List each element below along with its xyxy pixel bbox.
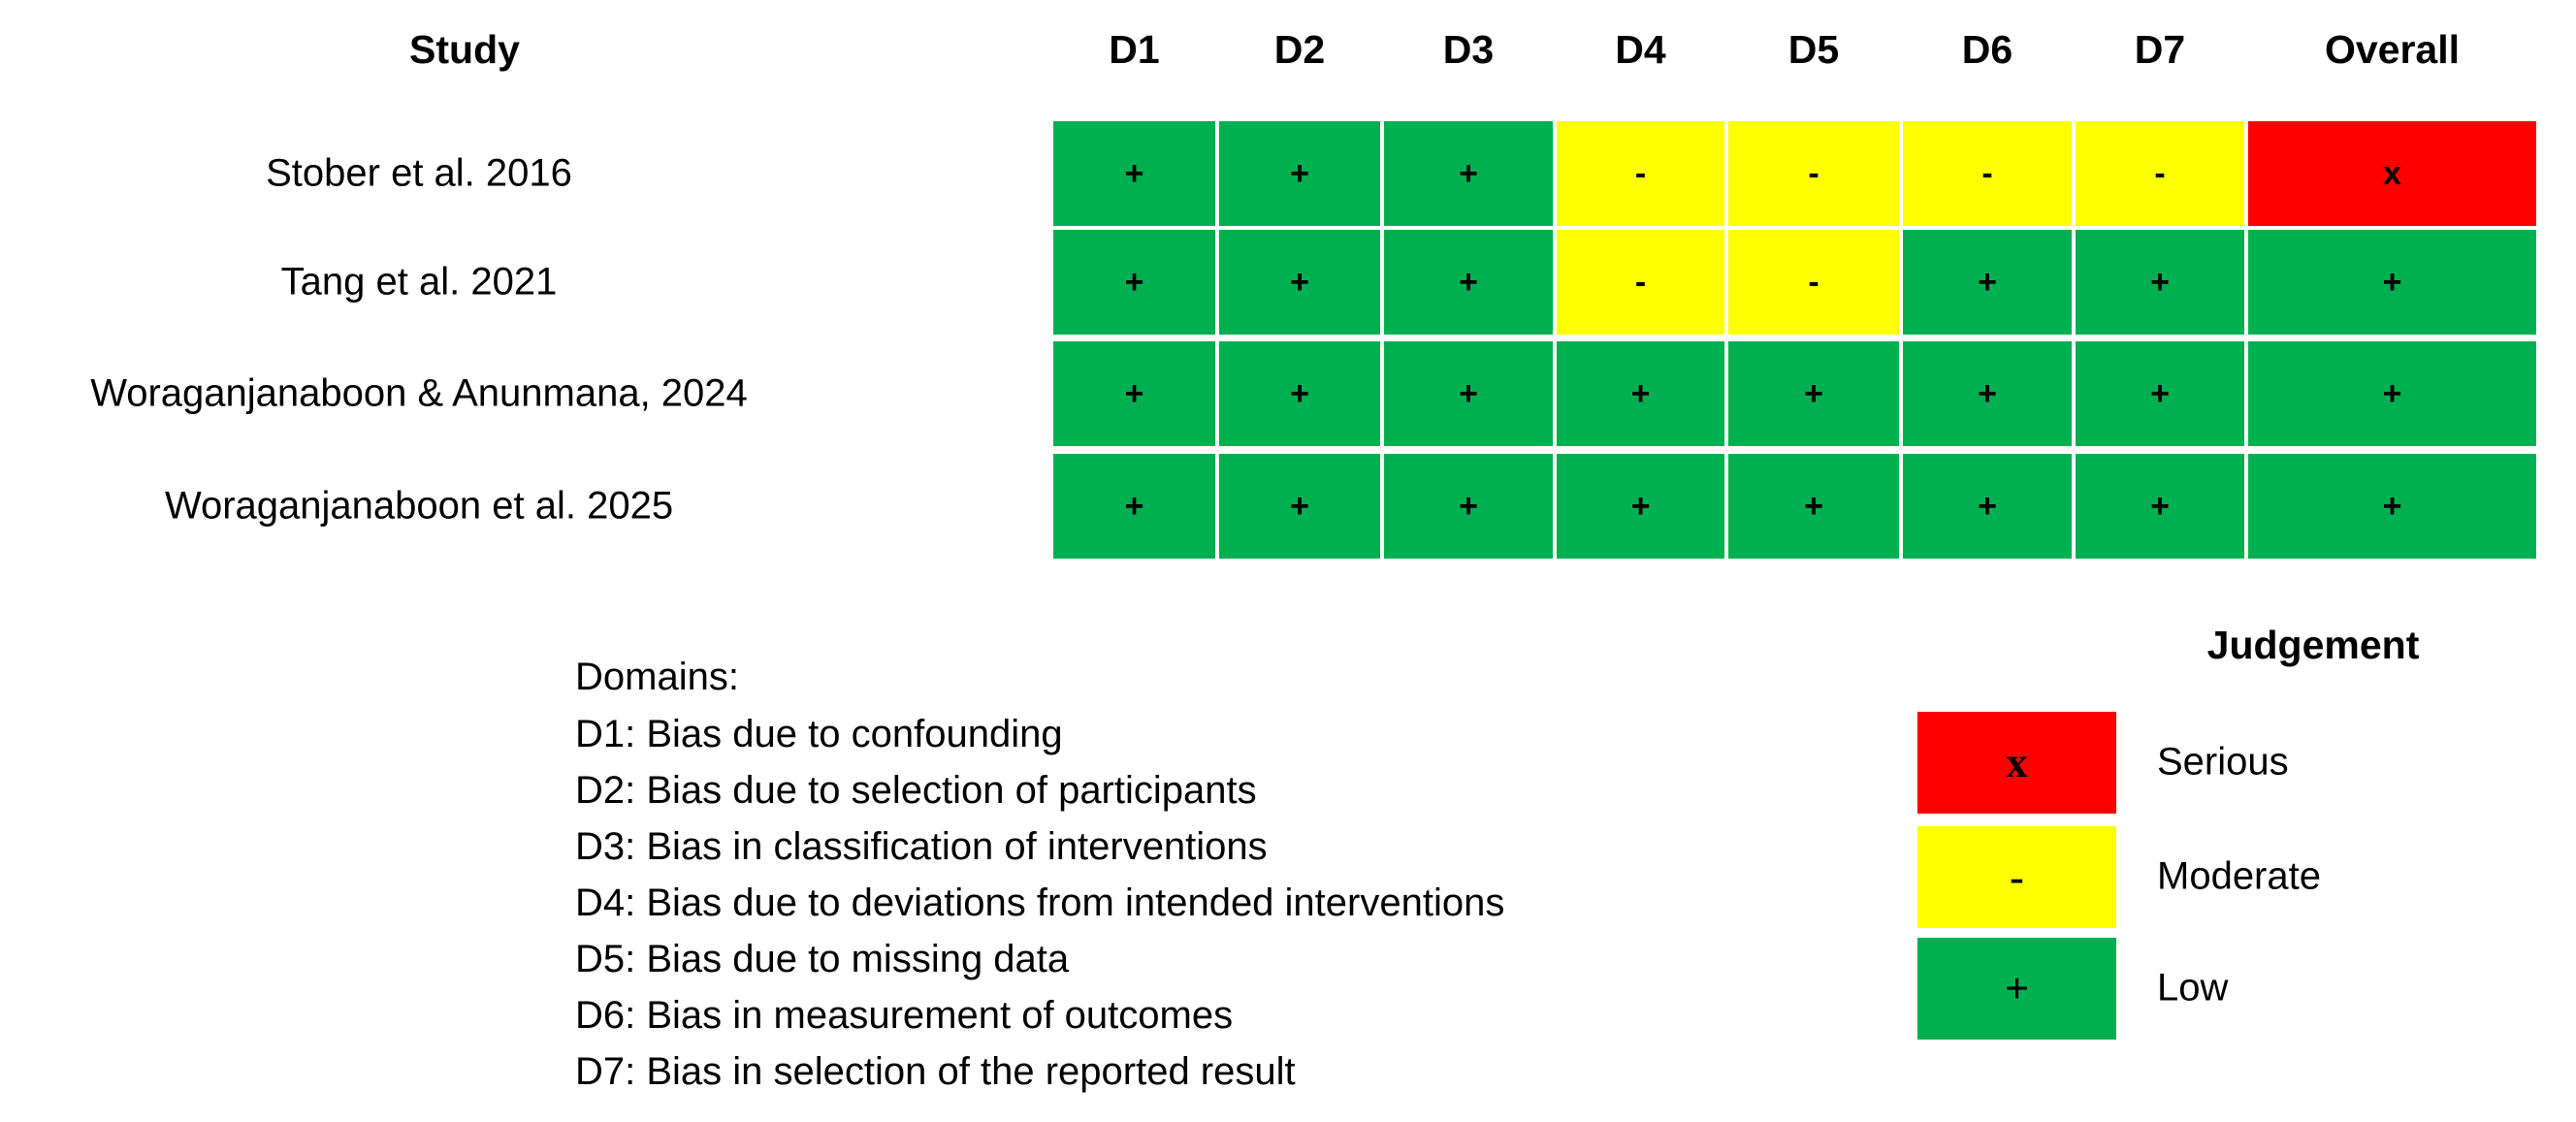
judgement-cell: x <box>2248 121 2536 226</box>
judgement-cell: - <box>1728 121 1899 226</box>
judgement-cell: + <box>1219 121 1380 226</box>
study-name: Woraganjanaboon & Anunmana, 2024 <box>90 371 748 415</box>
judgement-cell: + <box>1053 230 1215 335</box>
domain-item: D3: Bias in classification of interventi… <box>575 825 1268 868</box>
judgement-cell: + <box>1557 341 1724 446</box>
domain-item: D2: Bias due to selection of participant… <box>575 769 1257 812</box>
judgement-cell: + <box>1728 341 1899 446</box>
judgement-cell: + <box>2076 230 2244 335</box>
column-header: Overall <box>2324 27 2461 72</box>
judgement-cell: + <box>1728 454 1899 559</box>
domain-item: D6: Bias in measurement of outcomes <box>575 994 1234 1037</box>
judgement-cell: + <box>1384 121 1553 226</box>
domain-item: D1: Bias due to confounding <box>575 713 1063 755</box>
judgement-cell: + <box>2248 341 2536 446</box>
column-header: D6 <box>1961 27 2013 72</box>
judgement-cell: - <box>1728 230 1899 335</box>
column-header: D2 <box>1273 27 1326 72</box>
legend-swatch: - <box>1917 826 2116 928</box>
judgement-cell: + <box>1053 454 1215 559</box>
judgement-cell: + <box>1384 230 1553 335</box>
legend-label: Moderate <box>2157 854 2321 898</box>
judgement-cell: + <box>2248 230 2536 335</box>
judgement-cell: + <box>1384 454 1553 559</box>
judgement-cell: + <box>1903 341 2072 446</box>
judgement-cell: - <box>1557 230 1724 335</box>
judgement-cell: + <box>1219 341 1380 446</box>
column-header: D4 <box>1615 27 1666 72</box>
judgement-cell: + <box>2076 341 2244 446</box>
domains-title: Domains: <box>575 656 739 698</box>
judgement-cell: - <box>1557 121 1724 226</box>
column-header: D3 <box>1442 27 1495 72</box>
judgement-cell: + <box>1053 121 1215 226</box>
judgement-cell: - <box>1903 121 2072 226</box>
judgement-cell: + <box>1903 230 2072 335</box>
judgement-cell: + <box>1219 230 1380 335</box>
study-name: Woraganjanaboon et al. 2025 <box>164 484 674 528</box>
column-header: D5 <box>1787 27 1840 72</box>
judgement-cell: + <box>2076 454 2244 559</box>
domain-item: D5: Bias due to missing data <box>575 938 1070 980</box>
legend-swatch: x <box>1917 712 2116 814</box>
legend-label: Low <box>2157 966 2229 1010</box>
domain-item: D7: Bias in selection of the reported re… <box>575 1050 1296 1093</box>
judgement-cell: + <box>1053 341 1215 446</box>
judgement-cell: + <box>1219 454 1380 559</box>
judgement-cell: + <box>1557 454 1724 559</box>
column-header: D7 <box>2134 27 2186 72</box>
study-name: Tang et al. 2021 <box>280 260 558 304</box>
column-header: Study <box>409 27 520 72</box>
column-header: D1 <box>1109 27 1160 72</box>
judgement-cell: + <box>1384 341 1553 446</box>
legend-label: Serious <box>2157 740 2289 784</box>
judgement-cell: + <box>1903 454 2072 559</box>
legend-title: Judgement <box>2206 623 2420 667</box>
judgement-cell: + <box>2248 454 2536 559</box>
judgement-cell: - <box>2076 121 2244 226</box>
legend-swatch: + <box>1917 938 2116 1040</box>
domain-item: D4: Bias due to deviations from intended… <box>575 882 1505 924</box>
study-name: Stober et al. 2016 <box>266 151 572 195</box>
